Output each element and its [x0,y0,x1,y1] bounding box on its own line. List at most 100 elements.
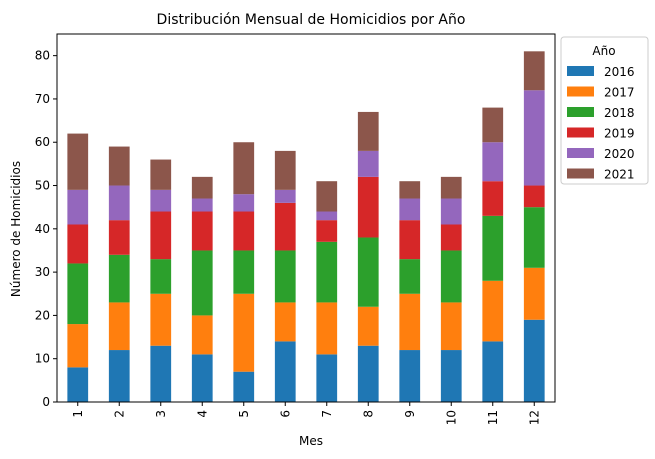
bar-segment-2021-mes-9 [399,181,421,199]
bar-segment-2016-mes-4 [191,354,213,402]
bar-segment-2017-mes-5 [233,293,255,372]
y-tick-label: 50 [35,179,50,193]
bar-segment-2018-mes-11 [482,215,504,281]
bar-segment-2018-mes-5 [233,250,255,294]
bar-segment-2017-mes-3 [150,293,172,346]
bar-segment-2016-mes-10 [440,350,462,402]
bar-segment-2020-mes-2 [108,185,130,221]
legend-swatch-2019 [567,127,594,138]
bar-segment-2017-mes-11 [482,280,504,342]
bar-segment-2019-mes-7 [316,220,338,242]
bar-segment-2019-mes-9 [399,220,421,260]
legend: Año 2016 2017 2018 2019 2020 2021 [560,36,649,185]
bar-segment-2021-mes-11 [482,107,504,143]
bar-segment-2019-mes-10 [440,224,462,251]
bar-segment-2016-mes-12 [523,319,545,402]
bar-segment-2021-mes-5 [233,142,255,195]
bar-segment-2020-mes-1 [67,189,89,225]
bar-segment-2019-mes-1 [67,224,89,264]
legend-swatch-2016 [567,66,594,76]
bar-segment-2019-mes-4 [191,211,213,251]
bar-segment-2020-mes-11 [482,142,504,182]
legend-swatch-2017 [567,86,594,97]
bar-segment-2018-mes-1 [67,263,89,325]
x-tick-label: 4 [195,410,209,418]
legend-items: 2016 2017 2018 2019 2020 2021 [567,65,635,182]
x-tick-label: 5 [237,410,251,418]
bar-segment-2021-mes-7 [316,181,338,212]
legend-swatch-2021 [567,168,594,179]
bar-segment-2020-mes-5 [233,194,255,212]
bar-segment-2021-mes-6 [274,150,296,190]
y-tick-label: 60 [35,135,50,149]
bar-segment-2021-mes-10 [440,176,462,199]
bar-segment-2017-mes-1 [67,324,89,368]
bar-segment-2016-mes-2 [108,350,130,402]
bar-segment-2019-mes-11 [482,181,504,216]
y-axis-ticks: 0 10 20 30 40 50 60 70 80 [35,49,57,409]
bar-segment-2017-mes-10 [440,302,462,351]
bar-segment-2021-mes-3 [150,159,172,190]
y-tick-label: 10 [35,352,50,366]
bar-segment-2021-mes-12 [523,51,545,91]
bar-segment-2018-mes-7 [316,241,338,303]
bar-segment-2016-mes-7 [316,354,338,402]
legend-label-2018: 2018 [604,106,635,120]
legend-label-2019: 2019 [604,127,635,141]
bar-segment-2017-mes-6 [274,302,296,342]
bar-segment-2018-mes-9 [399,259,421,294]
bar-segment-2021-mes-1 [67,133,89,190]
bar-segment-2021-mes-2 [108,146,130,186]
bar-segment-2019-mes-6 [274,202,296,251]
x-tick-label: 12 [527,410,541,425]
bar-segment-2020-mes-12 [523,90,545,186]
bar-segment-2016-mes-11 [482,341,504,402]
x-tick-label: 2 [112,410,126,418]
bar-segment-2016-mes-3 [150,345,172,402]
x-tick-label: 3 [154,410,168,418]
bar-segment-2018-mes-10 [440,250,462,303]
x-tick-label: 8 [361,410,375,418]
bar-segment-2018-mes-12 [523,207,545,268]
plot-frame [56,33,556,403]
y-tick-label: 80 [35,49,50,63]
y-tick-label: 70 [35,92,50,106]
legend-label-2020: 2020 [604,147,635,161]
legend-title: Año [592,44,615,58]
bar-segment-2016-mes-6 [274,341,296,402]
legend-label-2016: 2016 [604,65,635,79]
x-tick-label: 7 [320,410,334,418]
bar-segment-2016-mes-1 [67,367,89,402]
bar-segment-2020-mes-8 [357,150,379,177]
bar-segment-2017-mes-7 [316,302,338,355]
bar-segment-2016-mes-8 [357,345,379,402]
bars-layer [67,51,545,402]
bar-segment-2020-mes-9 [399,198,421,221]
bar-segment-2018-mes-6 [274,250,296,303]
bar-segment-2018-mes-2 [108,254,130,303]
x-axis-ticks: 1 2 3 4 5 6 7 8 9 10 11 12 [71,402,541,425]
x-tick-label: 6 [278,410,292,418]
bar-segment-2017-mes-9 [399,293,421,351]
bar-segment-2021-mes-4 [191,176,213,199]
bar-segment-2019-mes-2 [108,220,130,255]
bar-segment-2018-mes-3 [150,259,172,294]
bar-segment-2019-mes-3 [150,211,172,260]
legend-swatch-2020 [567,148,594,158]
legend-label-2017: 2017 [604,86,635,100]
bar-segment-2019-mes-5 [233,211,255,251]
x-tick-label: 11 [486,410,500,425]
bar-segment-2018-mes-8 [357,237,379,307]
x-tick-label: 10 [444,410,458,425]
bar-segment-2021-mes-8 [357,111,379,151]
bar-segment-2019-mes-12 [523,185,545,208]
bar-segment-2016-mes-5 [233,371,255,402]
bar-segment-2019-mes-8 [357,176,379,238]
bar-segment-2020-mes-10 [440,198,462,225]
chart-title: Distribución Mensual de Homicidios por A… [157,12,466,28]
y-axis-label: Número de Homicidios [9,161,23,297]
bar-segment-2018-mes-4 [191,250,213,316]
bar-segment-2020-mes-6 [274,189,296,203]
x-tick-label: 9 [403,410,417,418]
y-tick-label: 0 [42,395,50,409]
